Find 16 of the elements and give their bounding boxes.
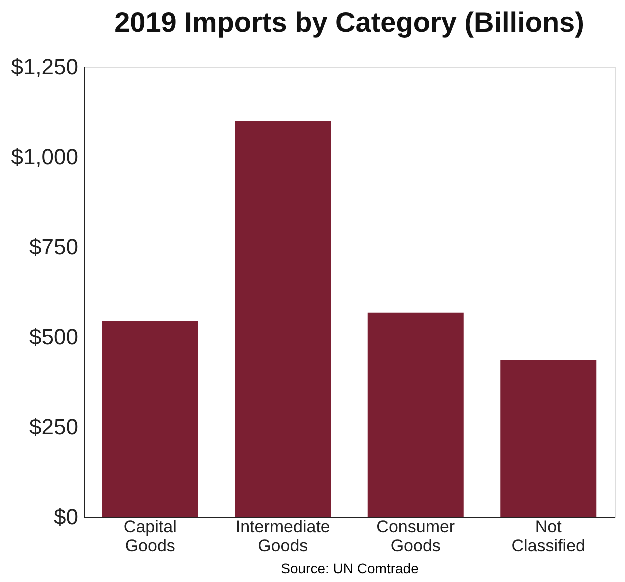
bar — [368, 312, 464, 517]
x-tick-label: Intermediate Goods — [236, 518, 330, 556]
y-tick-label: $750 — [30, 234, 78, 260]
y-tick-label: $1,000 — [11, 144, 78, 170]
bar — [500, 360, 597, 517]
bar — [235, 121, 332, 517]
y-tick-label: $0 — [54, 504, 78, 530]
y-tick-label: $500 — [30, 324, 78, 350]
y-tick-label: $1,250 — [11, 54, 78, 80]
x-tick-label: Not Classified — [512, 518, 586, 556]
source-note: Source: UN Comtrade — [281, 560, 420, 576]
y-tick-label: $250 — [30, 414, 78, 440]
chart-title: 2019 Imports by Category (Billions) — [114, 7, 584, 38]
x-tick-label: Consumer Goods — [376, 518, 456, 556]
bar — [102, 322, 198, 517]
x-tick-label: Capital Goods — [124, 518, 177, 556]
